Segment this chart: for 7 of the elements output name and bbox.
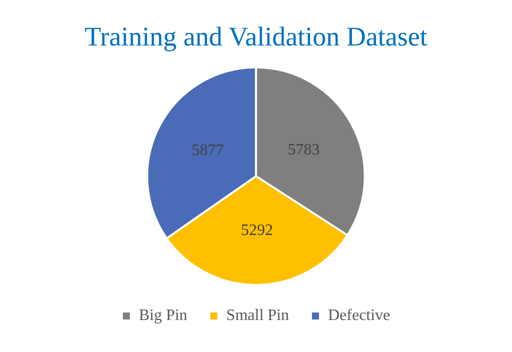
chart-title: Training and Validation Dataset [84,21,428,52]
data-label: 5783 [288,141,320,158]
data-label: 5292 [240,222,273,239]
data-label: 5877 [192,142,224,160]
legend-label: Small Pin [226,307,289,324]
legend-label: Big Pin [138,307,188,324]
legend-label: Defective [328,307,390,324]
